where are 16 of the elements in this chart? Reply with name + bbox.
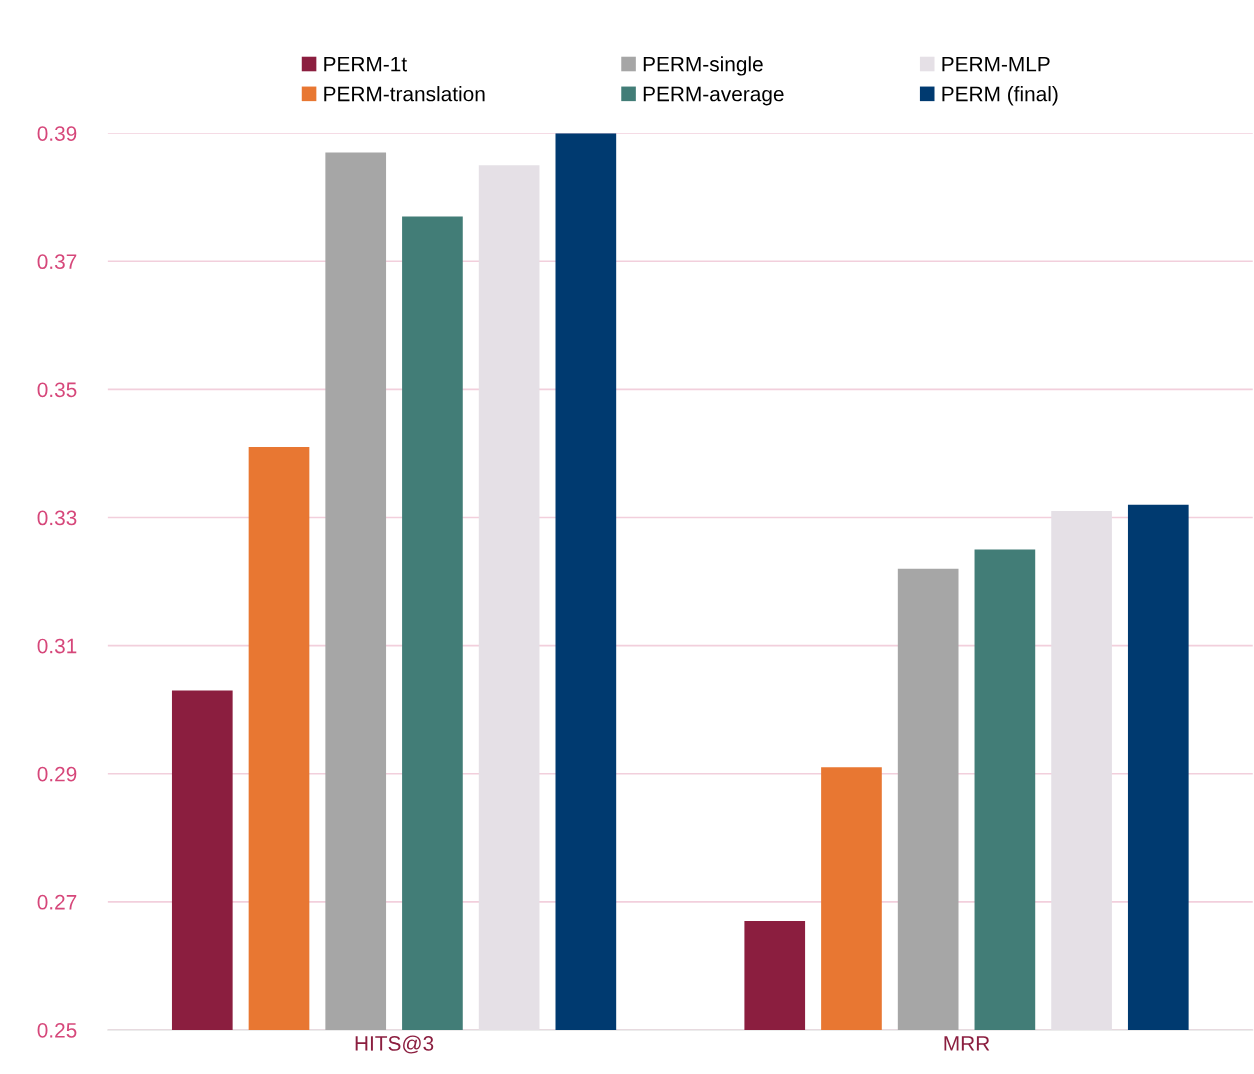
x-tick-label: HITS@3 xyxy=(355,1035,434,1054)
legend-label: PERM-1t xyxy=(324,56,407,72)
x-tick-label: MRR xyxy=(944,1036,990,1051)
y-tick-label: 0.31 xyxy=(37,638,77,654)
legend-label: PERM (final) xyxy=(942,86,1058,106)
y-tick-label: 0.39 xyxy=(37,126,77,141)
y-tick-label: 0.35 xyxy=(37,382,77,398)
legend-label: PERM-translation xyxy=(324,86,485,102)
y-tick-label: 0.37 xyxy=(37,254,77,270)
y-tick-label: 0.27 xyxy=(37,894,77,910)
legend-label: PERM-average xyxy=(643,86,784,106)
y-tick-label: 0.33 xyxy=(37,510,77,526)
y-tick-label: 0.25 xyxy=(37,1022,77,1038)
legend-label: PERM-MLP xyxy=(942,56,1050,72)
legend-label: PERM-single xyxy=(643,56,763,76)
y-tick-label: 0.29 xyxy=(37,766,77,782)
